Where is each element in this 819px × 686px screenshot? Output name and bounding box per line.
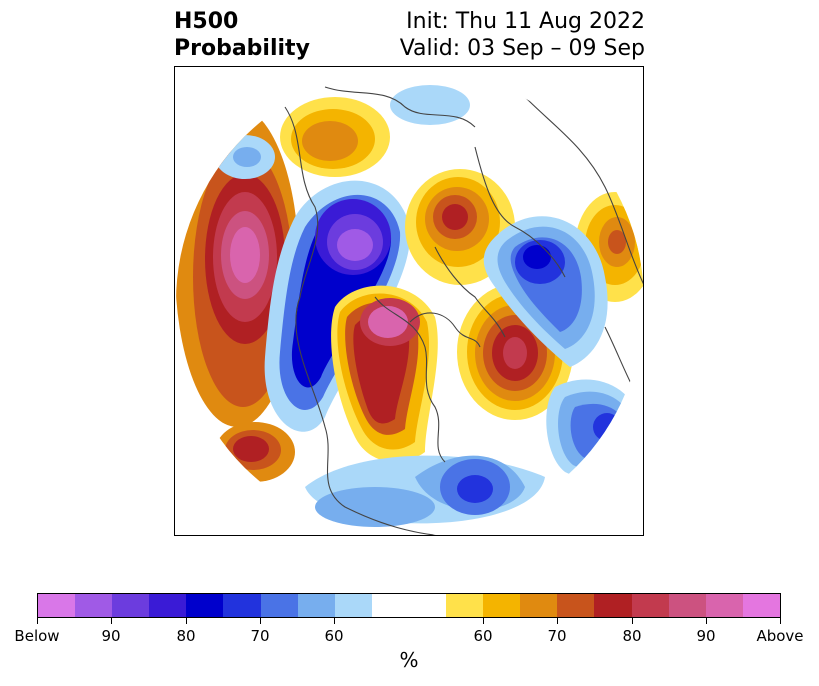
colorbar-segment	[223, 594, 261, 617]
colorbar-tick	[37, 618, 38, 624]
colorbar-segment	[38, 594, 76, 617]
colorbar-tick	[780, 618, 781, 624]
colorbar-label: 90	[696, 627, 716, 645]
anomaly-below-northwest-core	[233, 147, 261, 167]
colorbar-tick	[557, 618, 558, 624]
anomaly-below-south	[305, 455, 545, 527]
anomaly-below-top	[390, 85, 470, 125]
colorbar-segment	[742, 594, 780, 617]
colorbar-segment	[446, 594, 484, 617]
map-panel	[174, 66, 644, 536]
title-variable: H500	[174, 9, 239, 34]
colorbar-tick	[111, 618, 112, 624]
colorbar-segment	[705, 594, 743, 617]
colorbar-segment	[594, 594, 632, 617]
colorbar-label: 70	[547, 627, 567, 645]
anomaly-above-southwest	[215, 422, 295, 482]
colorbar-segment	[631, 594, 669, 617]
colorbar-segment	[483, 594, 521, 617]
colorbar-label: 60	[324, 627, 344, 645]
anomaly-below-southeast	[546, 379, 643, 482]
colorbar-tick	[260, 618, 261, 624]
init-time: Init: Thu 11 Aug 2022	[406, 9, 645, 34]
colorbar-label: 80	[176, 627, 196, 645]
colorbar-tick	[483, 618, 484, 624]
colorbar-segment	[334, 594, 372, 617]
anomaly-above-north	[280, 97, 390, 177]
anomaly-above-canada	[331, 285, 438, 462]
run-info: Init: Thu 11 Aug 2022 Valid: 03 Sep – 09…	[400, 8, 645, 62]
colorbar-segment	[520, 594, 558, 617]
colorbar-tick	[706, 618, 707, 624]
colorbar-segment	[668, 594, 706, 617]
colorbar-label: 60	[473, 627, 493, 645]
colorbar-label: 70	[250, 627, 270, 645]
colorbar-segment	[75, 594, 113, 617]
colorbar-label-above: Above	[756, 627, 804, 645]
colorbar-segment	[186, 594, 224, 617]
colorbar-label-below: Below	[14, 627, 60, 645]
valid-period: Valid: 03 Sep – 09 Sep	[399, 36, 645, 61]
title-field: Probability	[174, 36, 310, 61]
polar-map	[176, 68, 643, 535]
colorbar-unit: %	[399, 648, 419, 672]
colorbar-label: 80	[622, 627, 642, 645]
colorbar-segment	[112, 594, 150, 617]
chart-title: H500 Probability	[174, 8, 310, 62]
colorbar-segment	[557, 594, 595, 617]
coastlines	[284, 86, 643, 535]
colorbar	[37, 593, 781, 618]
colorbar-segment	[149, 594, 187, 617]
colorbar-segment	[371, 594, 447, 617]
anomaly-above-europe	[405, 169, 515, 285]
colorbar-segment	[260, 594, 298, 617]
colorbar-tick	[334, 618, 335, 624]
colorbar-tick	[186, 618, 187, 624]
colorbar-tick	[632, 618, 633, 624]
anomaly-below-eurasia	[483, 216, 608, 367]
colorbar-label: 90	[101, 627, 121, 645]
colorbar-segment	[297, 594, 335, 617]
